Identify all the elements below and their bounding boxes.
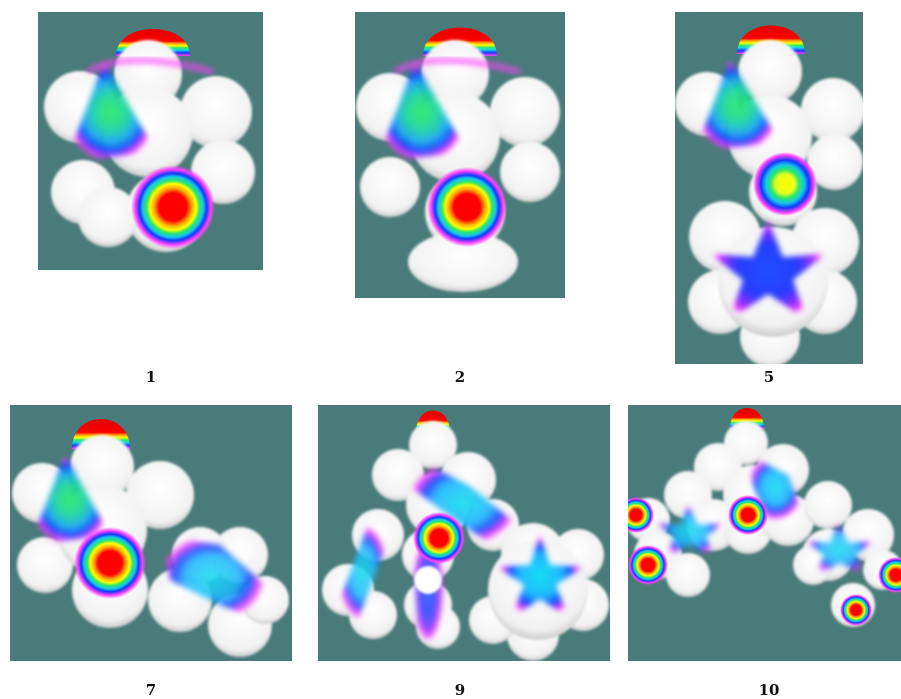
esp-molecule-1	[44, 29, 255, 252]
esp-map-panel-2	[355, 12, 565, 298]
panel-label-7: 7	[145, 681, 157, 699]
panel-label-5: 5	[763, 368, 775, 386]
esp-map-panel-1	[38, 12, 263, 270]
esp-map-panel-5	[675, 12, 863, 364]
panel-label-9: 9	[454, 681, 466, 699]
esp-molecule-10	[628, 408, 901, 627]
esp-molecule-2	[356, 27, 560, 292]
panel-label-10: 10	[758, 681, 780, 699]
esp-map-panel-9	[318, 405, 610, 661]
esp-molecule-9	[322, 410, 609, 661]
esp-map-panel-7	[10, 405, 292, 661]
panel-label-2: 2	[454, 368, 466, 386]
esp-map-panel-10	[628, 405, 901, 661]
esp-molecule-7	[12, 419, 289, 657]
panel-label-1: 1	[145, 368, 157, 386]
esp-molecule-5	[675, 25, 863, 364]
